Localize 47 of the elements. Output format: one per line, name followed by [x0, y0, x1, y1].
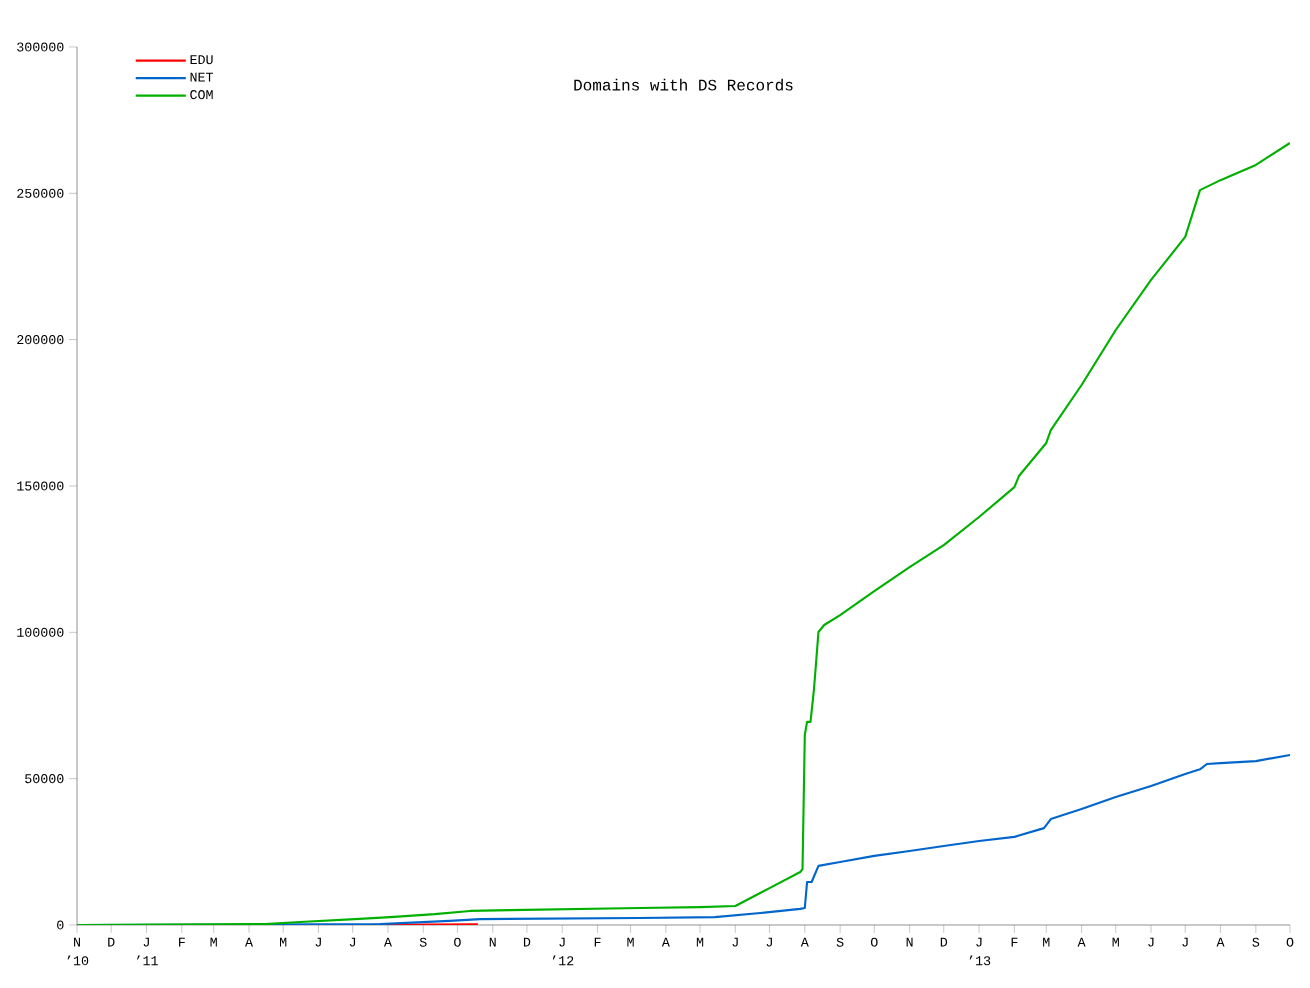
x-tick-label: M	[1043, 937, 1050, 947]
x-tick-label: M	[210, 937, 217, 947]
x-tick-label: M	[627, 937, 634, 947]
x-tick-label: D	[523, 937, 531, 947]
x-tick-label: A	[800, 937, 809, 947]
x-tick-label: S	[836, 937, 844, 947]
x-tick-label: S	[419, 937, 427, 947]
x-tick-label: A	[383, 937, 392, 947]
x-tick-label: J	[349, 937, 356, 947]
x-tick-label: J	[1148, 937, 1154, 947]
x-tick-label: J ’13	[969, 937, 991, 966]
x-tick-label: J	[732, 937, 738, 947]
x-tick-label: M	[696, 937, 704, 947]
x-tick-label: F	[594, 937, 601, 947]
text: Domains with DS Records	[574, 78, 793, 91]
x-tick-label: A	[1216, 937, 1225, 947]
x-tick-label: S	[1252, 937, 1260, 947]
x-tick-label: J ’12	[552, 937, 574, 966]
x-tick-label: F	[179, 937, 185, 947]
x-tick-label: A	[1077, 937, 1086, 947]
legend-label: COM	[190, 90, 213, 100]
y-tick-label: 100000	[17, 627, 64, 637]
y-tick-label: 300000	[17, 42, 64, 52]
x-tick-label: N	[906, 937, 913, 947]
x-tick-label: J	[1182, 937, 1188, 947]
y-tick-label: 150000	[17, 481, 64, 491]
x-tick-label: N ’10	[67, 937, 89, 966]
x-tick-label: N	[489, 937, 496, 947]
x-tick-label: A	[661, 937, 670, 947]
y-tick-label: 200000	[17, 335, 64, 345]
x-tick-label: D	[108, 937, 115, 947]
x-tick-label: J	[766, 937, 772, 947]
x-tick-label: A	[244, 937, 253, 947]
x-tick-label: J	[315, 937, 321, 947]
y-tick-label: 0	[57, 920, 64, 930]
x-tick-label: M	[1112, 937, 1119, 947]
x-tick-label: F	[1011, 937, 1018, 947]
y-tick-label: 250000	[17, 188, 64, 198]
x-tick-label: O	[454, 937, 461, 947]
legend-label: NET	[190, 72, 214, 82]
x-tick-label: M	[279, 937, 287, 947]
x-tick-label: D	[940, 937, 948, 947]
y-tick-label: 50000	[25, 774, 64, 784]
x-tick-label: O	[870, 937, 878, 947]
x-tick-label: O	[1286, 937, 1294, 947]
legend-label: EDU	[190, 55, 213, 65]
x-tick-label: J ’11	[137, 937, 158, 966]
